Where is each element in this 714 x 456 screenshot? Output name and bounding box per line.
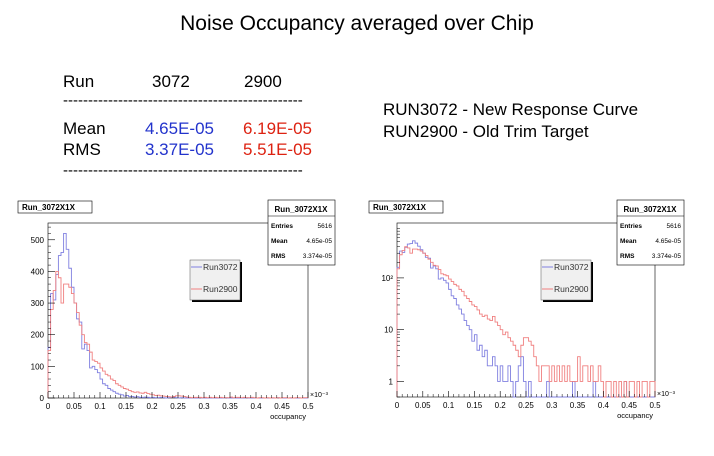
x-tick-label: 0.3	[546, 401, 558, 410]
y-tick-label: 100	[31, 362, 45, 371]
x-tick-label: 0	[46, 402, 51, 411]
stats-value: 3.374e-05	[652, 253, 682, 260]
table-header-2900: 2900	[244, 72, 282, 91]
x-tick-label: 0.15	[118, 402, 134, 411]
x-axis-label: occupancy	[617, 411, 653, 420]
stats-value: 4.65e-05	[306, 238, 332, 245]
series-line-run2900	[396, 246, 656, 398]
stats-box	[267, 199, 336, 266]
y-tick-label: 300	[31, 299, 45, 308]
table-separator: ----------------------------------------…	[63, 92, 303, 109]
legend-label: Run3072	[203, 262, 238, 272]
x-tick-label: 0.4	[250, 402, 262, 411]
y-tick-label: 200	[31, 331, 45, 340]
x-tick-label: 0.4	[598, 401, 610, 410]
rms-3072: 3.37E-05	[145, 140, 214, 159]
stats-label: Mean	[620, 238, 637, 245]
slide-title: Noise Occupancy averaged over Chip	[180, 12, 534, 35]
x-tick-label: 0.25	[518, 401, 534, 410]
x-tick-label: 0.45	[621, 401, 637, 410]
histogram-panel-1: 0 0.05 0.1 0.15 0.2 0.25 0.3 0.35 0.4 0.45 0.5 ×10⁻…	[17, 199, 336, 421]
x-tick-label: 0.3	[198, 402, 210, 411]
x-tick-label: 0	[395, 401, 400, 410]
x-tick-label: 0.1	[94, 402, 106, 411]
x-tick-label: 0.45	[274, 402, 290, 411]
x-multiplier: ×10⁻³	[310, 392, 329, 399]
stats-title: Run_3072X1X	[624, 205, 678, 214]
x-tick-label: 0.35	[570, 401, 586, 410]
y-tick-label: 10²	[381, 274, 393, 283]
histogram-title-box	[368, 200, 444, 214]
x-tick-label: 0.05	[66, 402, 82, 411]
table-header-3072: 3072	[152, 72, 190, 91]
legend-label: Run2900	[203, 284, 238, 294]
stats-value: 5616	[667, 223, 682, 230]
y-tick-label: 10	[384, 326, 393, 335]
rms-2900: 5.51E-05	[243, 140, 312, 159]
legend-label: Run3072	[554, 262, 589, 272]
stats-box	[616, 199, 685, 266]
x-axis-label: occupancy	[270, 412, 306, 421]
series-line-run2900	[47, 270, 309, 399]
stats-label: Entries	[620, 223, 642, 230]
row-label-mean: Mean	[63, 119, 106, 138]
stats-title: Run_3072X1X	[275, 205, 329, 214]
note-run2900: RUN2900 - Old Trim Target	[383, 122, 589, 141]
stats-label: Mean	[271, 238, 288, 245]
plot-frame	[396, 222, 656, 398]
note-run3072: RUN3072 - New Response Curve	[383, 100, 639, 119]
x-multiplier: ×10⁻³	[657, 391, 676, 398]
histogram-title: Run_3072X1X	[22, 203, 76, 212]
y-tick-label: 0	[40, 394, 45, 403]
table-header-run: Run	[63, 72, 95, 91]
stats-value: 4.65e-05	[655, 238, 681, 245]
y-tick-label: 1	[389, 377, 394, 386]
row-label-rms: RMS	[63, 140, 101, 159]
x-tick-label: 0.35	[222, 402, 238, 411]
legend-label: Run2900	[554, 284, 589, 294]
stats-value: 3.374e-05	[303, 253, 333, 260]
x-tick-label: 0.2	[495, 401, 507, 410]
histogram-title: Run_3072X1X	[373, 203, 427, 212]
x-tick-label: 0.15	[467, 401, 483, 410]
x-tick-label: 0.05	[415, 401, 431, 410]
mean-2900: 6.19E-05	[243, 119, 312, 138]
x-tick-label: 0.5	[649, 401, 661, 410]
histogram-title-box	[17, 200, 93, 214]
x-tick-label: 0.1	[443, 401, 455, 410]
stats-label: RMS	[620, 253, 635, 260]
x-tick-label: 0.2	[146, 402, 158, 411]
y-tick-label: 500	[31, 236, 45, 245]
stats-value: 5616	[318, 223, 333, 230]
histogram-panel-2: 0 0.05 0.1 0.15 0.2 0.25 0.3 0.35 0.4 0.45 0.5 ×10⁻…	[368, 199, 685, 420]
stats-label: Entries	[271, 223, 293, 230]
plot-frame	[47, 222, 309, 399]
mean-3072: 4.65E-05	[145, 119, 214, 138]
stats-label: RMS	[271, 253, 286, 260]
x-tick-label: 0.5	[302, 402, 314, 411]
x-tick-label: 0.25	[170, 402, 186, 411]
table-separator-bottom: ----------------------------------------…	[63, 162, 303, 179]
y-tick-label: 400	[31, 267, 45, 276]
